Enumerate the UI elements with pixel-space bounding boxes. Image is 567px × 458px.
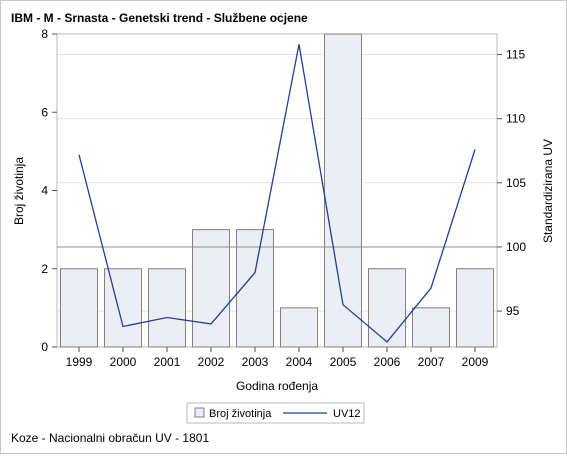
x-tick-label: 2009 <box>462 355 489 369</box>
y-left-tick-label: 4 <box>41 184 48 198</box>
x-tick-label: 2007 <box>418 355 445 369</box>
bar-2001 <box>148 268 186 348</box>
y-right-tick-label: 100 <box>506 240 526 254</box>
x-tick-label: 2003 <box>242 355 269 369</box>
bar-1999 <box>60 268 98 348</box>
legend-bar-swatch <box>194 407 205 418</box>
y-right-tick-label: 115 <box>506 48 525 62</box>
y-left-tick-label: 2 <box>41 262 48 276</box>
y-axis-left-label: Broj životinja <box>12 157 26 225</box>
x-tick-label: 2005 <box>330 355 357 369</box>
bar-series <box>60 33 494 348</box>
legend: Broj životinja UV12 <box>186 402 365 424</box>
x-axis-label: Godina rođenja <box>236 379 318 393</box>
legend-bar-label: Broj životinja <box>209 408 272 420</box>
x-tick-label: 2000 <box>110 355 137 369</box>
bar-2004 <box>280 307 318 348</box>
bar-2006 <box>368 268 406 348</box>
chart-title: IBM - M - Srnasta - Genetski trend - Slu… <box>11 11 308 25</box>
bar-2007 <box>412 307 450 348</box>
y-left-tick-label: 6 <box>41 105 48 119</box>
legend-line-label: UV12 <box>333 408 361 420</box>
x-tick-label: 2004 <box>286 355 313 369</box>
bar-2003 <box>236 229 274 348</box>
y-right-tick-label: 105 <box>506 176 526 190</box>
bar-2002 <box>192 229 230 348</box>
uv12-line <box>78 44 476 343</box>
x-axis: 1999 2000 2001 2002 2003 2004 2005 2006 2007 2009 <box>66 347 489 369</box>
x-tick-label: 1999 <box>66 355 93 369</box>
y-axis-right: 95 100 105 110 115 <box>497 48 526 318</box>
y-right-tick-label: 110 <box>506 112 525 126</box>
x-tick-label: 2006 <box>374 355 401 369</box>
legend-frame <box>186 402 365 424</box>
y-left-tick-label: 0 <box>41 340 48 354</box>
bar-2005 <box>324 33 362 348</box>
y-axis-right-label: Standardizirana UV <box>541 139 555 243</box>
y-axis-left: 0 2 4 6 8 <box>41 27 57 354</box>
y-left-tick-label: 8 <box>41 27 48 41</box>
bar-2009 <box>456 268 494 348</box>
x-tick-label: 2001 <box>154 355 181 369</box>
y-right-tick-label: 95 <box>506 304 520 318</box>
footnote: Koze - Nacionalni obračun UV - 1801 <box>11 431 209 445</box>
x-tick-label: 2002 <box>198 355 225 369</box>
bar-2000 <box>104 268 142 348</box>
